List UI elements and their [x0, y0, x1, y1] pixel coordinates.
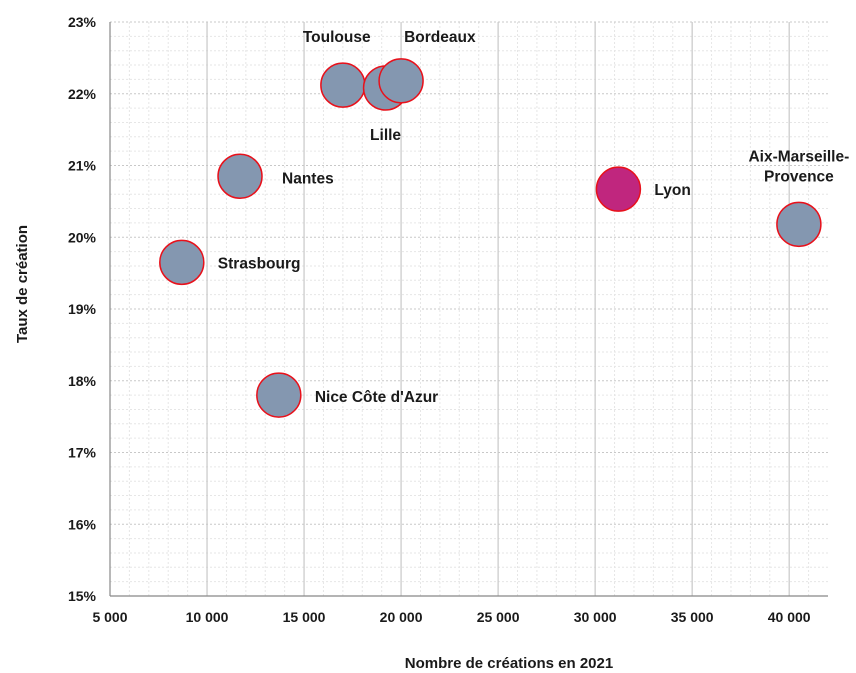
- point-label: Toulouse: [303, 29, 371, 46]
- y-axis-title: Taux de création: [14, 225, 31, 343]
- y-tick-label: 23%: [68, 14, 97, 30]
- bubble-strasbourg: [159, 239, 205, 286]
- y-tick-label: 17%: [68, 445, 97, 461]
- x-axis-title: Nombre de créations en 2021: [405, 655, 613, 672]
- y-tick-label: 21%: [68, 158, 97, 174]
- bubble-toulouse: [320, 62, 366, 108]
- point-label: Nice Côte d'Azur: [315, 389, 438, 406]
- bubble-lyon: [595, 166, 642, 212]
- y-tick-label: 15%: [68, 588, 97, 604]
- data-points: [159, 58, 822, 418]
- point-label: Lyon: [654, 182, 690, 199]
- point-labels: Strasbourg Nantes Nice Côte d'Azur Toulouse…: [218, 29, 849, 406]
- x-tick-label: 40 000: [768, 609, 811, 625]
- x-tick-label: 30 000: [574, 609, 617, 625]
- y-tick-label: 18%: [68, 373, 97, 389]
- bubble-nice-c-te-d-azur: [256, 372, 302, 418]
- y-tick-label: 16%: [68, 516, 97, 532]
- point-label: Aix-Marseille-Provence: [748, 148, 849, 185]
- axes: 5 000 10 000 15 000 20 000 25 000 30 000 35 00…: [68, 14, 828, 625]
- x-tick-label: 10 000: [186, 609, 229, 625]
- point-label: Strasbourg: [218, 255, 301, 272]
- point-label: Lille: [370, 127, 401, 144]
- x-tick-label: 35 000: [671, 609, 714, 625]
- bubble-aix-marseille-provence: [776, 201, 822, 248]
- x-tick-label: 25 000: [477, 609, 520, 625]
- y-tick-label: 19%: [68, 301, 97, 317]
- x-tick-label: 15 000: [283, 609, 326, 625]
- y-tick-label: 20%: [68, 229, 97, 245]
- y-tick-label: 22%: [68, 86, 97, 102]
- x-tick-label: 5 000: [92, 609, 127, 625]
- bubble-nantes: [217, 153, 263, 200]
- bubble-bordeaux: [378, 58, 424, 104]
- point-label: Bordeaux: [404, 29, 476, 46]
- point-label: Nantes: [282, 170, 334, 187]
- grid: [110, 21, 828, 596]
- x-tick-label: 20 000: [380, 609, 423, 625]
